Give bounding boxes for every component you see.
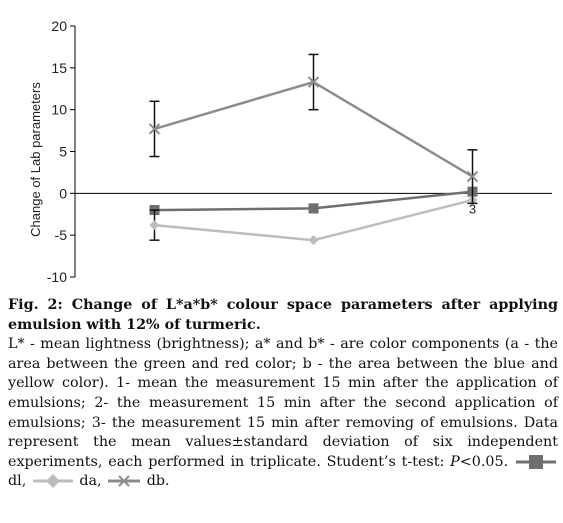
y-tick-label: 20: [51, 18, 67, 34]
legend-da-label: da,: [79, 473, 102, 490]
y-tick-label: -5: [55, 227, 68, 243]
line-chart: 20 15 10 5 0 -5 -10 Change of Lab parameters 3: [28, 18, 552, 285]
y-tick-label: 10: [51, 102, 67, 118]
point-db: [307, 76, 320, 88]
point-label: 3: [469, 201, 476, 216]
figure-caption: Fig. 2: Change of L*a*b* colour space pa…: [8, 296, 558, 492]
legend-da-swatch: [32, 474, 73, 489]
legend-dl-swatch: [516, 454, 556, 469]
legend-db-swatch: [108, 475, 141, 488]
caption-title: Fig. 2: Change of L*a*b* colour space pa…: [8, 297, 558, 333]
y-tick-label: 0: [59, 185, 67, 201]
y-tick-label: -10: [47, 269, 67, 285]
point-da: [149, 220, 160, 231]
caption-p-label: P: [450, 453, 460, 470]
point-db: [466, 170, 479, 183]
legend-db-label: db.: [146, 473, 170, 490]
point-da: [308, 235, 319, 246]
legend-dl-label: dl,: [8, 473, 27, 490]
point-db: [148, 123, 161, 135]
y-tick-label: 5: [59, 144, 67, 160]
y-tick-label: 15: [51, 60, 67, 76]
y-axis-title: Change of Lab parameters: [28, 82, 43, 237]
caption-body: L* - mean lightness (brightness); a* and…: [8, 336, 558, 470]
caption-p-value: <0.05.: [459, 453, 509, 470]
point-dl: [308, 203, 319, 214]
